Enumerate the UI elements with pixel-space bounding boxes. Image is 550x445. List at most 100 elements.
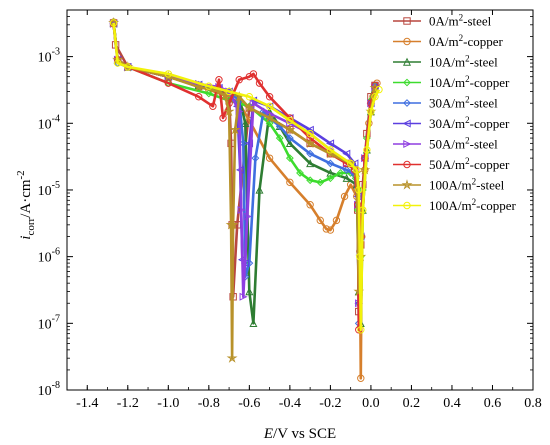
data-point (284, 123, 296, 135)
data-point (326, 174, 335, 183)
data-point (356, 252, 364, 261)
data-point (255, 185, 264, 194)
legend-item: 100A/m2-copper (393, 197, 516, 213)
data-point (229, 123, 241, 135)
data-point (164, 79, 173, 87)
data-point (241, 118, 250, 127)
legend-label: 30A/m2-copper (429, 115, 510, 131)
data-point (357, 374, 365, 382)
series-line (112, 22, 381, 332)
x-tick-label: -1.4 (76, 396, 98, 411)
data-point (113, 59, 122, 67)
legend-marker (403, 78, 411, 87)
data-point (227, 219, 239, 230)
legend-item: 10A/m2-steel (393, 54, 498, 70)
legend-label: 0A/m2-steel (429, 13, 492, 29)
x-tick-label: 0.8 (524, 396, 542, 411)
data-point (363, 146, 371, 154)
x-tick-label: 0.0 (362, 396, 380, 411)
y-tick-label: 10-4 (38, 113, 60, 132)
data-point (249, 319, 258, 328)
data-point (245, 139, 254, 148)
series-9 (109, 19, 383, 334)
legend-marker (402, 57, 412, 66)
x-tick-label: 0.2 (403, 396, 421, 411)
data-point (265, 154, 274, 162)
data-point (375, 85, 383, 94)
data-point (336, 169, 345, 177)
legend-item: 0A/m2-copper (393, 33, 503, 49)
legend-label: 0A/m2-copper (429, 33, 503, 49)
series-line (112, 22, 377, 360)
legend-item: 0A/m2-steel (393, 13, 492, 29)
data-point (226, 352, 238, 363)
legend-item: 30A/m2-steel (393, 95, 498, 111)
legend-marker (403, 160, 411, 169)
data-point (342, 165, 351, 174)
data-point (342, 173, 351, 182)
legend-item: 100A/m2-steel (393, 177, 505, 193)
data-point (265, 119, 274, 128)
data-point (239, 139, 248, 148)
legend: 0A/m2-steel 0A/m2-copper 10A/m2-steel 10A/m… (393, 13, 516, 213)
data-point (332, 216, 341, 225)
x-tick-label: -0.2 (319, 396, 341, 411)
data-point (304, 137, 316, 149)
legend-item: 10A/m2-copper (393, 74, 510, 90)
legend-marker (403, 37, 411, 46)
axes: -1.4 -1.2 -1.0 -0.8 -0.6 -0.4 -0.2 0.0 0.2 0.4 0.6… (38, 9, 542, 411)
legend-item: 50A/m2-copper (393, 156, 510, 172)
data-point (353, 166, 361, 174)
data-point (371, 93, 379, 101)
data-point (219, 114, 227, 122)
legend-label: 30A/m2-steel (429, 95, 498, 111)
data-point (239, 292, 248, 301)
data-point (215, 76, 223, 84)
data-point (243, 102, 255, 113)
legend-marker (401, 179, 413, 190)
y-axis-label: icorr/A·cm-2 (15, 170, 37, 239)
data-point (306, 176, 315, 185)
data-point (305, 125, 314, 134)
data-point (326, 159, 335, 168)
data-point (235, 76, 243, 84)
data-point (316, 216, 324, 225)
data-point (164, 70, 173, 78)
data-point (306, 149, 315, 158)
legend-label: 50A/m2-copper (429, 156, 510, 172)
data-point (306, 129, 314, 138)
data-point (322, 225, 331, 233)
x-tick-label: -0.8 (198, 396, 220, 411)
data-point (342, 149, 351, 158)
data-point (245, 93, 254, 101)
data-point (326, 226, 335, 234)
y-tick-label: 10-3 (38, 47, 60, 66)
data-point (326, 168, 335, 177)
legend-marker (402, 119, 411, 128)
x-tick-label: -0.4 (279, 396, 301, 411)
data-point (367, 107, 375, 116)
data-point (286, 116, 294, 125)
legend-item: 50A/m2-steel (393, 136, 498, 152)
legend-label: 10A/m2-steel (429, 54, 498, 70)
legend-marker (403, 17, 411, 25)
y-tick-label: 10-8 (38, 380, 60, 399)
data-point (194, 93, 203, 101)
data-point (285, 134, 294, 142)
data-point (265, 93, 274, 101)
legend-marker (403, 99, 411, 107)
data-point (306, 159, 315, 168)
data-point (225, 87, 233, 96)
data-point (264, 112, 275, 123)
data-point (249, 70, 258, 78)
series-7 (109, 20, 379, 334)
y-tick-label: 10-5 (38, 180, 60, 199)
legend-marker (403, 201, 411, 210)
x-tick-label: -1.2 (117, 396, 139, 411)
data-point (275, 134, 284, 142)
data-point (209, 102, 217, 110)
legend-label: 50A/m2-steel (429, 136, 498, 152)
data-point (223, 105, 235, 117)
data-point (285, 154, 294, 163)
